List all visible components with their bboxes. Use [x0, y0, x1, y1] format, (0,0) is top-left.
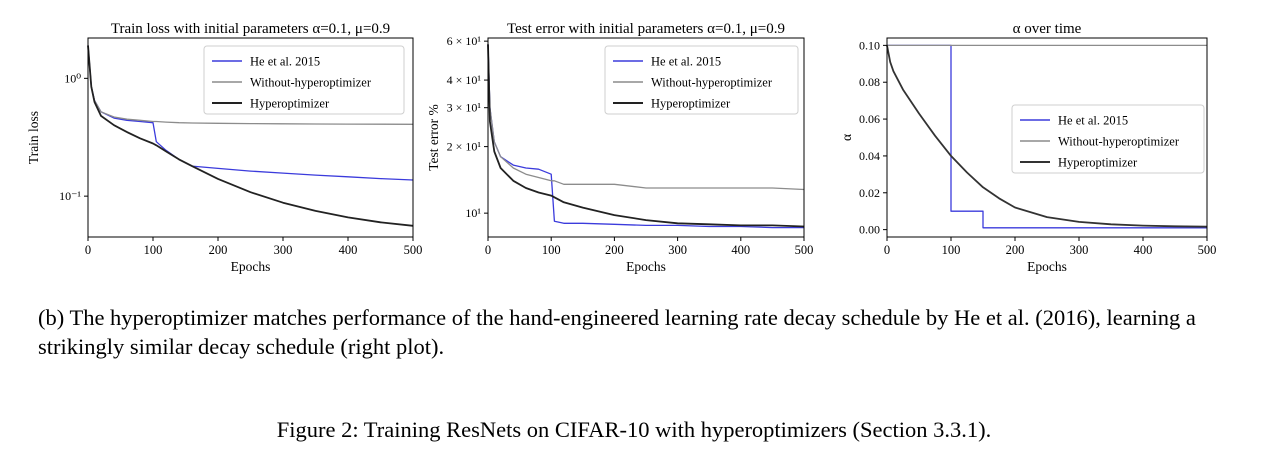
chart-title: Test error with initial parameters α=0.1… — [507, 21, 785, 37]
legend-label: He et al. 2015 — [250, 55, 320, 69]
y-tick-label: 3 × 10¹ — [447, 101, 482, 115]
x-tick-label: 0 — [884, 243, 890, 257]
x-tick-label: 0 — [485, 243, 491, 257]
figure-caption: Figure 2: Training ResNets on CIFAR-10 w… — [276, 417, 992, 442]
y-tick-label: 6 × 10¹ — [447, 34, 482, 48]
series-line-2 — [87, 45, 414, 125]
subfigure-caption: (b) The hyperoptimizer matches performan… — [38, 305, 1196, 359]
x-tick-label: 500 — [404, 243, 423, 257]
x-tick-label: 400 — [1134, 243, 1153, 257]
chart-2: Test error with initial parameters α=0.1… — [426, 21, 813, 274]
plot-frame — [886, 37, 1208, 238]
figure-charts: Train loss with initial parameters α=0.1… — [26, 21, 1216, 274]
x-tick-label: 100 — [942, 243, 961, 257]
legend-box — [1011, 104, 1205, 174]
x-axis-label: Epochs — [231, 259, 271, 274]
y-tick-label: 4 × 10¹ — [447, 73, 482, 87]
legend-label: Hyperoptimizer — [250, 97, 330, 111]
y-axis-label: Test error % — [426, 104, 441, 171]
x-tick-label: 300 — [274, 243, 293, 257]
legend-box — [604, 45, 799, 115]
plot-frame — [487, 37, 805, 238]
x-tick-label: 400 — [731, 243, 750, 257]
x-axis-label: Epochs — [1027, 259, 1067, 274]
legend: He et al. 2015 Without-hyperoptimizer Hype… — [1011, 104, 1205, 174]
x-tick-label: 200 — [605, 243, 624, 257]
x-tick-label: 200 — [1006, 243, 1025, 257]
series-line-3 — [487, 44, 805, 228]
legend: He et al. 2015 Without-hyperoptimizer Hype… — [203, 45, 405, 115]
x-tick-label: 300 — [1070, 243, 1089, 257]
y-axis-label: α — [839, 134, 854, 141]
chart-title: Train loss with initial parameters α=0.1… — [111, 21, 390, 37]
y-tick-label: 2 × 10¹ — [447, 140, 482, 154]
legend-label: He et al. 2015 — [1058, 114, 1128, 128]
x-tick-label: 100 — [542, 243, 561, 257]
y-tick-label: 0.08 — [859, 75, 880, 89]
legend: He et al. 2015 Without-hyperoptimizer Hype… — [604, 45, 799, 115]
chart-3: α over time 0 100 200 300 400 500 0.00 0.02 0.04 0… — [839, 21, 1216, 274]
plot-frame — [87, 37, 414, 238]
x-tick-label: 400 — [339, 243, 358, 257]
y-tick-label: 0.04 — [859, 149, 880, 163]
chart-title: α over time — [1013, 21, 1082, 37]
legend-label: Hyperoptimizer — [651, 97, 731, 111]
y-tick-label: 0.02 — [859, 186, 880, 200]
y-tick-label: 10¹ — [465, 206, 481, 220]
series-line-3 — [87, 45, 414, 227]
y-tick-label: 10⁰ — [64, 71, 81, 85]
x-axis-label: Epochs — [626, 259, 666, 274]
legend-label: Without-hyperoptimizer — [1058, 135, 1180, 149]
legend-label: Without-hyperoptimizer — [651, 76, 773, 90]
chart-1: Train loss with initial parameters α=0.1… — [26, 21, 422, 274]
x-tick-label: 300 — [668, 243, 687, 257]
x-tick-label: 200 — [209, 243, 228, 257]
series-line-3 — [886, 45, 1208, 228]
legend-label: Without-hyperoptimizer — [250, 76, 372, 90]
x-tick-label: 500 — [795, 243, 814, 257]
legend-label: Hyperoptimizer — [1058, 156, 1138, 170]
y-axis-label: Train loss — [26, 111, 41, 164]
x-tick-label: 0 — [85, 243, 91, 257]
series-line-2 — [487, 44, 805, 191]
x-tick-label: 500 — [1198, 243, 1217, 257]
y-tick-label: 0.06 — [859, 112, 880, 126]
y-tick-label: 10⁻¹ — [59, 189, 81, 203]
y-tick-label: 0.10 — [859, 38, 880, 52]
x-tick-label: 100 — [144, 243, 163, 257]
legend-label: He et al. 2015 — [651, 55, 721, 69]
y-tick-label: 0.00 — [859, 223, 880, 237]
legend-box — [203, 45, 405, 115]
